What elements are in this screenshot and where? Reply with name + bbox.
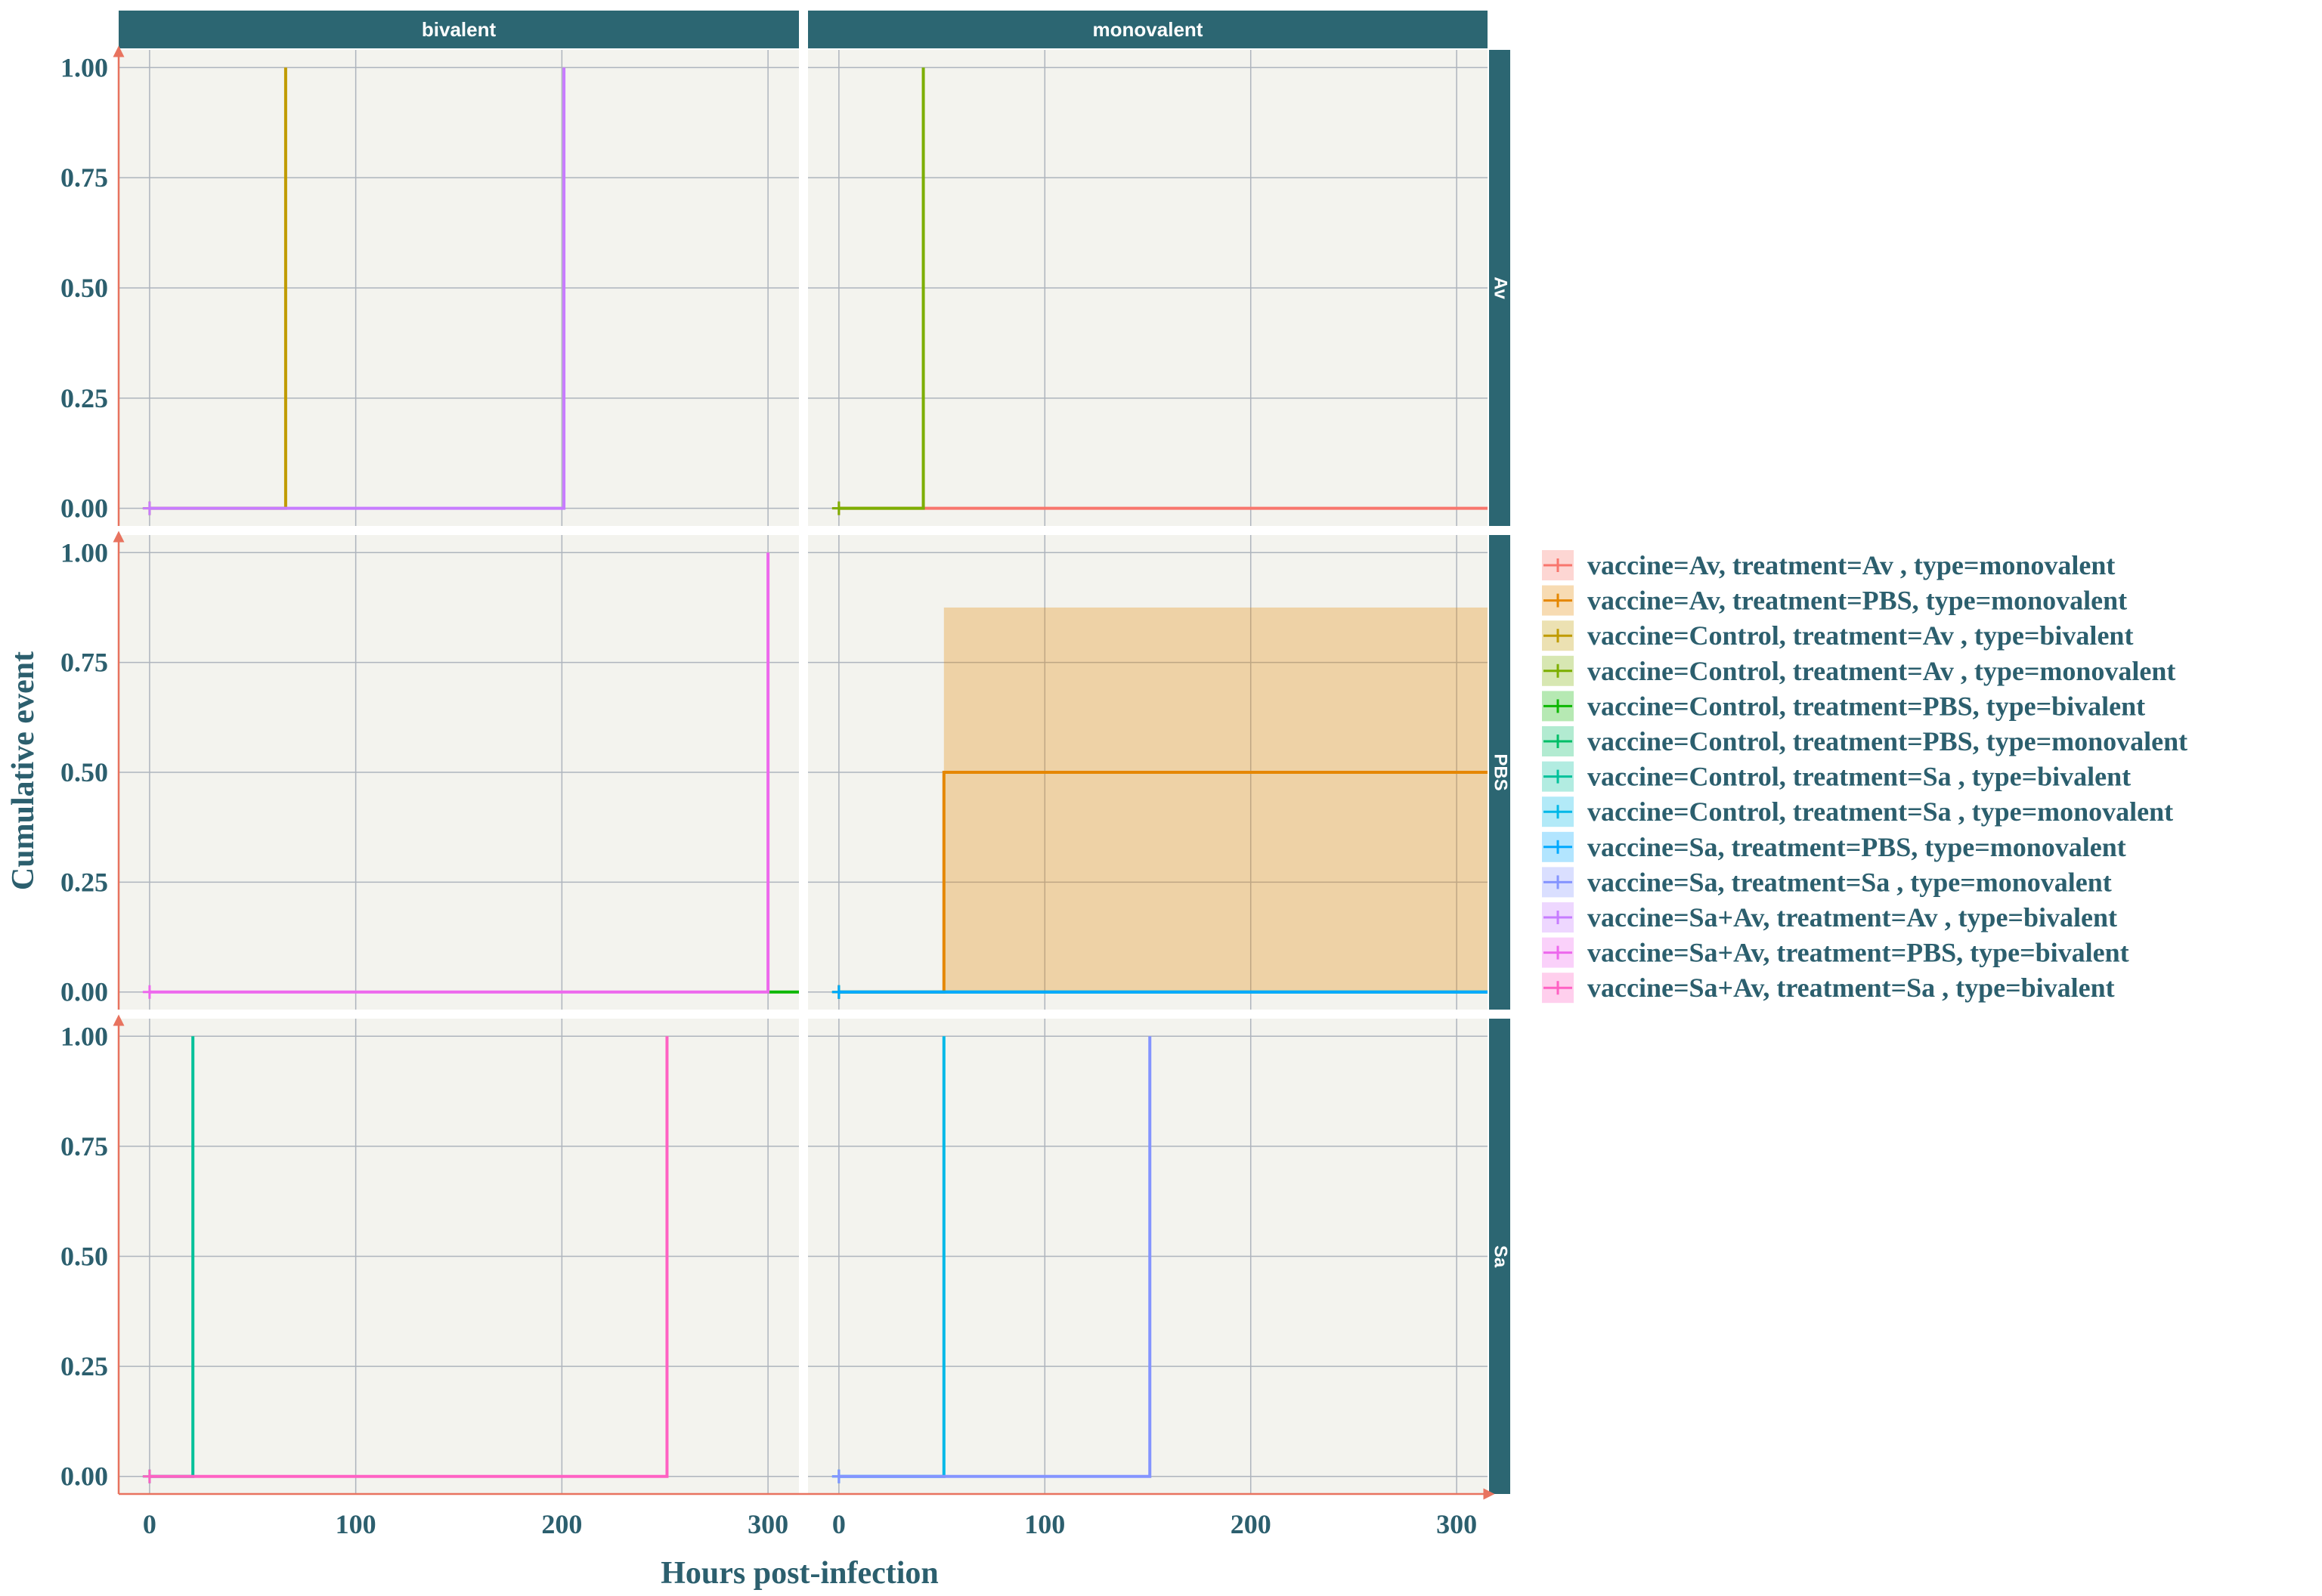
y-tick-label: 0.75: [60, 648, 108, 678]
panel-Av-bivalent: [119, 50, 799, 526]
y-tick-label: 0.50: [60, 757, 108, 787]
panel-PBS-bivalent: [119, 535, 799, 1010]
series-line: [149, 552, 770, 994]
censor-mark: [831, 985, 846, 999]
x-tick-label: 300: [1436, 1509, 1477, 1539]
legend-label: vaccine=Av, treatment=PBS, type=monovale…: [1587, 586, 2127, 616]
y-tick-label: 0.00: [60, 493, 108, 524]
column-strip-label: bivalent: [422, 18, 497, 41]
y-tick-label: 1.00: [60, 537, 108, 568]
x-tick-label: 200: [541, 1509, 582, 1539]
y-tick-label: 0.00: [60, 977, 108, 1007]
row-strip-Sa: [1489, 1019, 1510, 1494]
y-tick-label: 1.00: [60, 52, 108, 82]
column-strip-bivalent: [119, 11, 799, 48]
legend-label: vaccine=Sa, treatment=PBS, type=monovale…: [1587, 832, 2126, 862]
panel-PBS-monovalent: [808, 535, 1488, 1010]
x-tick-label: 0: [143, 1509, 156, 1539]
legend-label: vaccine=Sa, treatment=Sa , type=monovale…: [1587, 867, 2112, 897]
legend-entry: vaccine=Control, treatment=PBS, type=mon…: [1542, 726, 2187, 756]
legend-entry: vaccine=Control, treatment=Av , type=mon…: [1542, 655, 2175, 686]
y-tick-label: 0.75: [60, 1131, 108, 1161]
legend-entry: vaccine=Av, treatment=PBS, type=monovale…: [1542, 585, 2127, 616]
column-strip-monovalent: [808, 11, 1488, 48]
legend-label: vaccine=Av, treatment=Av , type=monovale…: [1587, 550, 2115, 580]
panel-Av-monovalent: [808, 50, 1488, 526]
legend-label: vaccine=Control, treatment=Av , type=biv…: [1587, 620, 2133, 651]
row-strip-label: Sa: [1491, 1245, 1511, 1268]
legend-entry: vaccine=Control, treatment=Sa , type=biv…: [1542, 761, 2131, 792]
legend-entry: vaccine=Av, treatment=Av , type=monovale…: [1542, 550, 2115, 580]
y-tick-label: 0.00: [60, 1461, 108, 1492]
legend: vaccine=Av, treatment=Av , type=monovale…: [1542, 550, 2187, 1004]
legend-entry: vaccine=Control, treatment=Av , type=biv…: [1542, 620, 2133, 651]
x-tick-label: 100: [1024, 1509, 1065, 1539]
y-tick-label: 0.50: [60, 1242, 108, 1272]
row-strip-Av: [1489, 50, 1510, 526]
legend-entry: vaccine=Control, treatment=PBS, type=biv…: [1542, 691, 2145, 722]
legend-label: vaccine=Sa+Av, treatment=PBS, type=bival…: [1587, 938, 2129, 968]
legend-label: vaccine=Control, treatment=PBS, type=mon…: [1587, 726, 2187, 756]
row-strip-label: Av: [1491, 277, 1511, 299]
legend-entry: vaccine=Sa+Av, treatment=Av , type=bival…: [1542, 902, 2117, 933]
x-tick-label: 100: [336, 1509, 376, 1539]
censor-mark: [831, 1469, 846, 1483]
censor-mark: [142, 501, 156, 515]
legend-label: vaccine=Control, treatment=Av , type=mon…: [1587, 656, 2175, 686]
y-tick-label: 0.25: [60, 1351, 108, 1381]
x-tick-label: 300: [748, 1509, 788, 1539]
series-line: [149, 1036, 669, 1478]
y-tick-label: 1.00: [60, 1021, 108, 1051]
series-line: [838, 67, 925, 510]
legend-label: vaccine=Control, treatment=PBS, type=biv…: [1587, 691, 2145, 721]
panel-Sa-monovalent: [808, 1019, 1488, 1494]
confidence-band: [943, 607, 1488, 992]
legend-entry: vaccine=Sa+Av, treatment=Sa , type=bival…: [1542, 973, 2115, 1004]
y-axis-title: Cumulative event: [6, 651, 41, 890]
y-tick-label: 0.25: [60, 383, 108, 413]
y-tick-label: 0.50: [60, 273, 108, 303]
column-strip-label: monovalent: [1093, 18, 1203, 41]
series-line: [838, 1036, 1152, 1478]
x-tick-label: 0: [832, 1509, 846, 1539]
legend-entry: vaccine=Sa, treatment=Sa , type=monovale…: [1542, 867, 2112, 898]
y-tick-label: 0.75: [60, 162, 108, 193]
series-line: [149, 67, 566, 510]
legend-entry: vaccine=Sa, treatment=PBS, type=monovale…: [1542, 831, 2126, 862]
axes: 0.00 0.25 0.50 0.75 1.00 0.00 0.25 0.50 0.75 1.00…: [60, 45, 1495, 1539]
legend-entry: vaccine=Sa+Av, treatment=PBS, type=bival…: [1542, 937, 2129, 968]
legend-label: vaccine=Control, treatment=Sa , type=mon…: [1587, 796, 2173, 827]
censor-mark: [831, 501, 846, 515]
legend-label: vaccine=Control, treatment=Sa , type=biv…: [1587, 762, 2131, 792]
legend-label: vaccine=Sa+Av, treatment=Av , type=bival…: [1587, 902, 2117, 933]
facet-panels: bivalent monovalent Av PBS Sa: [119, 11, 1511, 1494]
x-axis-title: Hours post-infection: [661, 1556, 939, 1591]
legend-entry: vaccine=Control, treatment=Sa , type=mon…: [1542, 796, 2173, 827]
row-strip-label: PBS: [1491, 753, 1511, 790]
censor-mark: [142, 985, 156, 999]
panel-Sa-bivalent: [119, 1019, 799, 1494]
x-tick-label: 200: [1231, 1509, 1271, 1539]
y-tick-label: 0.25: [60, 867, 108, 897]
row-strip-PBS: [1489, 535, 1510, 1010]
censor-mark: [142, 1469, 156, 1483]
legend-label: vaccine=Sa+Av, treatment=Sa , type=bival…: [1587, 973, 2115, 1003]
